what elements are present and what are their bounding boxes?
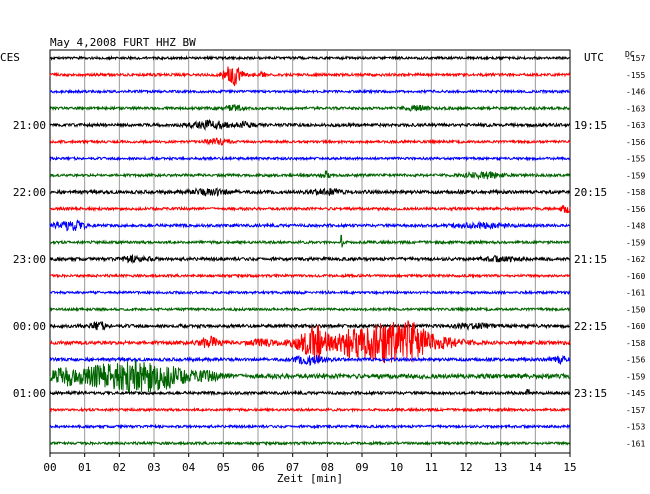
seismic-trace (49, 219, 571, 232)
plot-frame (49, 49, 571, 454)
seismic-trace (49, 88, 571, 95)
x-tick-label: 11 (425, 461, 438, 474)
dc-offset-label: -162 (626, 255, 645, 264)
left-time-label: 22:00 (13, 186, 46, 199)
x-tick-label: 03 (147, 461, 160, 474)
dc-offset-label: -146 (626, 88, 645, 97)
seismic-trace (49, 306, 571, 313)
dc-offset-label: -161 (626, 439, 645, 448)
seismic-trace (49, 423, 571, 430)
dc-offset-label: -163 (626, 121, 645, 130)
seismic-trace (49, 406, 571, 413)
dc-offset-label: -145 (626, 389, 645, 398)
x-tick-label: 09 (355, 461, 368, 474)
seismic-trace (49, 187, 571, 197)
seismic-trace (49, 137, 571, 147)
seismic-trace (49, 54, 571, 62)
seismic-trace (49, 66, 571, 87)
x-tick-label: 15 (563, 461, 576, 474)
dc-offset-label: -156 (626, 138, 645, 147)
dc-offset-label: -159 (626, 171, 645, 180)
x-axis-label: Zeit [min] (277, 472, 343, 485)
right-time-label: 22:15 (574, 320, 607, 333)
x-tick-label: 04 (182, 461, 196, 474)
dc-offset-label: -157 (626, 54, 645, 63)
dc-label: DC (625, 50, 635, 59)
dc-offset-label: -150 (626, 305, 645, 314)
seismic-trace (49, 388, 570, 397)
chart-title: May 4,2008 FURT HHZ BW (50, 36, 196, 49)
seismic-trace (49, 354, 571, 366)
seismic-trace (49, 204, 571, 214)
right-time-label: 20:15 (574, 186, 607, 199)
seismic-trace (49, 118, 571, 131)
right-time-label: 21:15 (574, 253, 607, 266)
right-time-label: 19:15 (574, 119, 607, 132)
dc-offset-label: -159 (626, 372, 645, 381)
seismic-trace (49, 103, 571, 112)
dc-offset-label: -155 (626, 71, 645, 80)
grid-lines (49, 50, 571, 457)
seismic-trace (49, 170, 570, 181)
x-tick-label: 05 (217, 461, 230, 474)
dc-offset-label: -163 (626, 104, 645, 113)
right-timezone-label: UTC (584, 51, 604, 64)
dc-offset-label: -148 (626, 222, 645, 231)
dc-offset-label: -160 (626, 322, 645, 331)
seismic-trace (49, 359, 570, 394)
x-tick-label: 12 (459, 461, 472, 474)
x-tick-label: 00 (43, 461, 56, 474)
left-time-label: 23:00 (13, 253, 46, 266)
dc-offset-label: -161 (626, 289, 645, 298)
seismic-trace (49, 234, 571, 248)
seismic-trace (49, 320, 571, 364)
dc-offset-label: -158 (626, 188, 645, 197)
seismic-trace (49, 440, 571, 447)
x-tick-label: 02 (113, 461, 126, 474)
seismic-trace (49, 289, 571, 296)
x-tick-label: 01 (78, 461, 91, 474)
dc-offset-label: -153 (626, 423, 645, 432)
dc-offset-label: -156 (626, 205, 645, 214)
dc-offset-label: -159 (626, 238, 645, 247)
left-time-label: 00:00 (13, 320, 46, 333)
seismic-trace (49, 320, 571, 331)
x-tick-label: 07 (286, 461, 299, 474)
dc-offset-label: -160 (626, 272, 645, 281)
label-group: 00 01 02 03 04 05 06 07 08 09 10 11 12 13 14 15 -157 -155… (13, 54, 646, 474)
right-time-label: 23:15 (574, 387, 607, 400)
dc-offset-label: -158 (626, 339, 645, 348)
dc-offset-label: -157 (626, 406, 645, 415)
left-time-label: 21:00 (13, 119, 46, 132)
seismic-trace (49, 272, 571, 279)
seismic-trace (49, 155, 571, 162)
x-tick-label: 13 (494, 461, 507, 474)
left-timezone-label: CES (0, 51, 20, 64)
seismic-trace (49, 253, 571, 264)
trace-group (49, 54, 571, 447)
x-tick-label: 10 (390, 461, 403, 474)
x-tick-label: 14 (529, 461, 543, 474)
x-tick-label: 08 (321, 461, 334, 474)
dc-offset-label: -155 (626, 155, 645, 164)
left-time-label: 01:00 (13, 387, 46, 400)
x-tick-label: 06 (251, 461, 264, 474)
dc-offset-label: -156 (626, 356, 645, 365)
